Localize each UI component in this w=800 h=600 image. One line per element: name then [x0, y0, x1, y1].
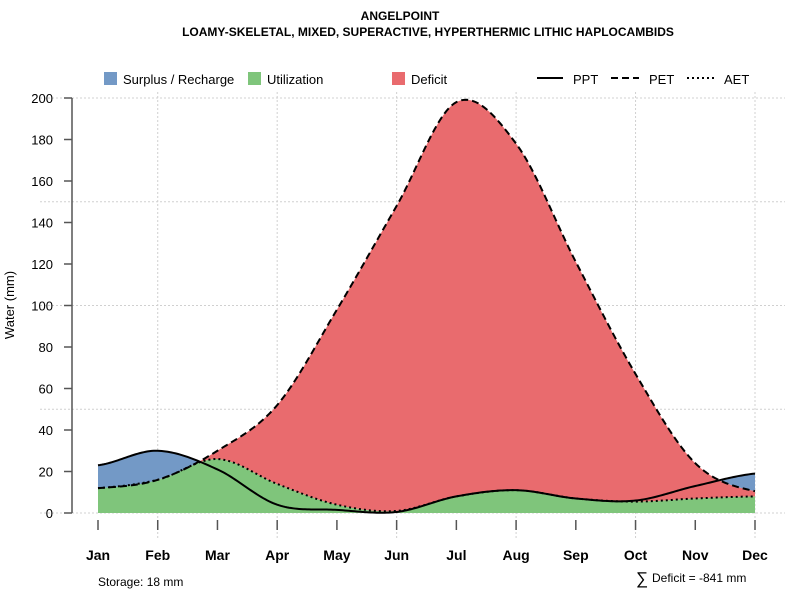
y-tick-label: 100: [31, 299, 53, 314]
legend-label-utilization: Utilization: [267, 72, 323, 87]
legend-label-surplus: Surplus / Recharge: [123, 72, 234, 87]
legend-swatch-surplus: [104, 72, 117, 85]
y-tick-label: 160: [31, 174, 53, 189]
deficit-area: [98, 99, 755, 512]
chart-title: ANGELPOINT: [361, 9, 440, 23]
x-tick-label: Dec: [742, 547, 768, 563]
legend-label-aet: AET: [724, 72, 749, 87]
legend: Surplus / Recharge Utilization Deficit P…: [104, 72, 749, 87]
x-tick-label: Aug: [502, 547, 529, 563]
x-tick-label: Jun: [384, 547, 409, 563]
legend-label-ppt: PPT: [573, 72, 598, 87]
deficit-annotation: Deficit = -841 mm: [652, 571, 746, 585]
y-tick-label: 60: [39, 382, 53, 397]
x-tick-label: Nov: [682, 547, 709, 563]
y-tick-label: 80: [39, 340, 53, 355]
x-tick-label: Jul: [446, 547, 466, 563]
sum-symbol: ∑: [636, 569, 648, 588]
x-tick-label: Mar: [205, 547, 230, 563]
y-tick-label: 20: [39, 465, 53, 480]
x-tick-label: Apr: [265, 547, 290, 563]
legend-label-pet: PET: [649, 72, 674, 87]
series-line-ppt: [97, 449, 756, 514]
y-tick-label: 0: [46, 506, 53, 521]
y-tick-label: 180: [31, 133, 53, 148]
y-tick-label: 140: [31, 216, 53, 231]
x-tick-label: Feb: [145, 547, 170, 563]
legend-swatch-deficit: [392, 72, 405, 85]
series-line-pet: [97, 98, 756, 493]
y-tick-label: 200: [31, 91, 53, 106]
y-tick-label: 120: [31, 257, 53, 272]
y-axis-label: Water (mm): [2, 271, 17, 339]
legend-swatch-utilization: [248, 72, 261, 85]
chart-subtitle: LOAMY-SKELETAL, MIXED, SUPERACTIVE, HYPE…: [182, 25, 674, 39]
y-tick-label: 40: [39, 423, 53, 438]
legend-label-deficit: Deficit: [411, 72, 448, 87]
storage-annotation: Storage: 18 mm: [98, 575, 183, 589]
utilization-area: [98, 459, 755, 513]
x-tick-label: May: [323, 547, 350, 563]
x-tick-label: Oct: [624, 547, 648, 563]
x-tick-label: Jan: [86, 547, 110, 563]
x-tick-label: Sep: [563, 547, 589, 563]
